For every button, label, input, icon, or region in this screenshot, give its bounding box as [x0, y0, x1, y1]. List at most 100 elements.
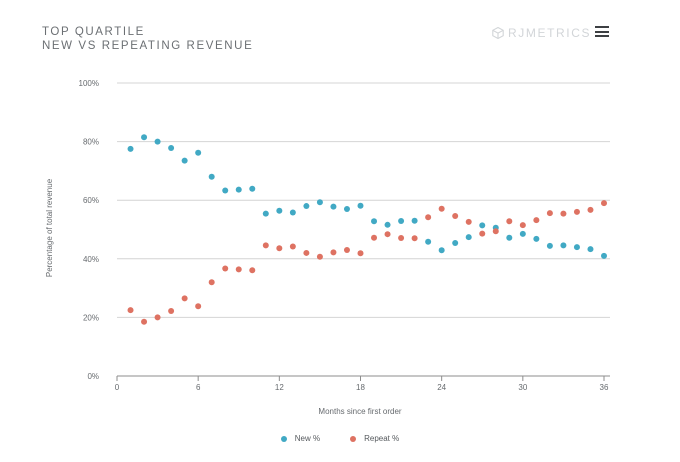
new-point: [601, 252, 607, 259]
new-point: [546, 242, 553, 249]
repeat-point: [249, 267, 256, 274]
x-tick-label: 18: [356, 383, 365, 392]
legend-marker-new: [280, 435, 287, 442]
repeat-point: [127, 307, 134, 314]
new-point: [573, 244, 580, 251]
data-points: [127, 134, 607, 325]
new-point: [141, 134, 148, 141]
repeat-point: [573, 208, 580, 215]
new-point: [222, 187, 229, 194]
new-point: [425, 238, 432, 245]
repeat-point: [262, 242, 269, 249]
new-point: [384, 221, 391, 228]
chart-title: TOP QUARTILE NEW VS REPEATING REVENUE: [42, 25, 253, 53]
grid-lines: [117, 82, 610, 377]
repeat-point: [168, 307, 175, 314]
repeat-point: [289, 243, 296, 250]
legend-label-new: New %: [294, 434, 321, 443]
repeat-point: [398, 234, 405, 241]
new-point: [519, 230, 526, 237]
new-point: [289, 209, 296, 216]
new-point: [357, 202, 364, 209]
y-tick-label: 60%: [83, 196, 99, 205]
repeat-point: [601, 200, 607, 207]
repeat-point: [357, 250, 364, 257]
legend-item-repeat[interactable]: Repeat %: [350, 434, 399, 443]
brand-name: RJMETRICS: [508, 26, 592, 40]
repeat-point: [181, 295, 188, 302]
y-tick-label: 100%: [79, 79, 99, 88]
new-point: [330, 203, 337, 210]
x-axis-label: Months since first order: [318, 407, 401, 416]
x-tick-label: 24: [437, 383, 446, 392]
x-tick-label: 0: [115, 383, 120, 392]
new-point: [411, 217, 418, 224]
x-tick-label: 12: [275, 383, 284, 392]
chart-title-line-1: TOP QUARTILE: [42, 26, 145, 38]
repeat-point: [276, 245, 283, 252]
new-point: [235, 186, 242, 193]
legend-item-new[interactable]: New %: [280, 434, 321, 443]
new-point: [208, 173, 215, 180]
repeat-point: [465, 218, 472, 225]
new-point: [465, 234, 472, 241]
y-tick-label: 20%: [83, 313, 99, 322]
y-tick-label: 80%: [83, 138, 99, 147]
new-point: [479, 222, 486, 229]
repeat-point: [519, 222, 526, 229]
chart-title-line-2: NEW VS REPEATING REVENUE: [42, 40, 254, 52]
y-tick-label: 40%: [83, 255, 99, 264]
new-point: [438, 247, 445, 254]
repeat-point: [506, 218, 513, 225]
new-point: [154, 138, 161, 145]
x-tick-label: 6: [196, 383, 201, 392]
new-point: [127, 145, 134, 152]
new-point: [303, 203, 310, 210]
repeat-point: [546, 210, 553, 217]
repeat-point: [479, 230, 486, 237]
repeat-point: [208, 279, 215, 286]
new-point: [249, 185, 256, 192]
new-point: [168, 145, 175, 152]
repeat-point: [492, 228, 499, 235]
new-point: [343, 205, 350, 212]
repeat-point: [303, 249, 310, 256]
x-tick-label: 36: [600, 383, 609, 392]
new-point: [506, 234, 513, 241]
y-tick-label: 0%: [87, 372, 99, 381]
x-tick-label: 30: [518, 383, 527, 392]
repeat-point: [343, 247, 350, 254]
repeat-point: [330, 249, 337, 256]
brand-logo: RJMETRICS: [492, 25, 591, 41]
repeat-point: [438, 205, 445, 212]
repeat-point: [195, 303, 202, 310]
repeat-point: [560, 210, 567, 217]
new-point: [371, 218, 378, 225]
new-point: [587, 246, 594, 253]
repeat-point: [384, 231, 391, 238]
legend-marker-repeat: [350, 435, 357, 442]
new-point: [560, 242, 567, 249]
new-point: [316, 199, 323, 206]
cube-icon: [492, 27, 504, 39]
new-point: [195, 149, 202, 156]
legend: New % Repeat %: [0, 434, 680, 443]
new-point: [452, 239, 459, 246]
repeat-point: [533, 217, 540, 224]
repeat-point: [154, 314, 161, 321]
repeat-point: [452, 213, 459, 220]
repeat-point: [411, 235, 418, 242]
repeat-point: [141, 318, 148, 325]
new-point: [533, 235, 540, 242]
new-point: [262, 210, 269, 217]
repeat-point: [222, 265, 229, 272]
legend-label-repeat: Repeat %: [364, 434, 400, 443]
axis-ticks: 0% 20% 40% 60% 80% 100% 0 6 12 18 24 30 36: [79, 79, 609, 392]
repeat-point: [371, 234, 378, 241]
hamburger-menu-icon[interactable]: [595, 26, 609, 38]
new-point: [398, 218, 405, 225]
repeat-point: [316, 253, 323, 260]
new-point: [276, 207, 283, 214]
repeat-point: [587, 206, 594, 213]
